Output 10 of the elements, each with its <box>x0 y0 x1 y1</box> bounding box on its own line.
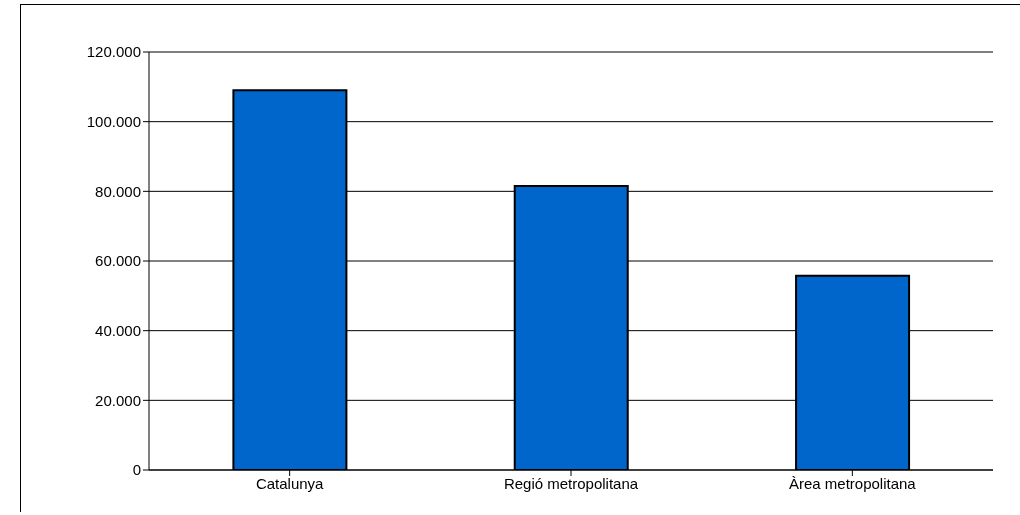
y-tick-label: 120.000 <box>86 43 141 61</box>
y-tick-label: 100.000 <box>86 112 141 130</box>
x-tick-label: Regió metropolitana <box>503 474 639 492</box>
y-tick-label: 0 <box>132 461 141 479</box>
y-tick-label: 20.000 <box>95 391 141 409</box>
y-tick-label: 40.000 <box>95 321 141 339</box>
y-tick-label: 60.000 <box>95 252 141 270</box>
x-tick-label: Catalunya <box>255 474 325 492</box>
y-tick-label: 80.000 <box>95 182 141 200</box>
x-tick-label: Àrea metropolitana <box>788 474 917 492</box>
